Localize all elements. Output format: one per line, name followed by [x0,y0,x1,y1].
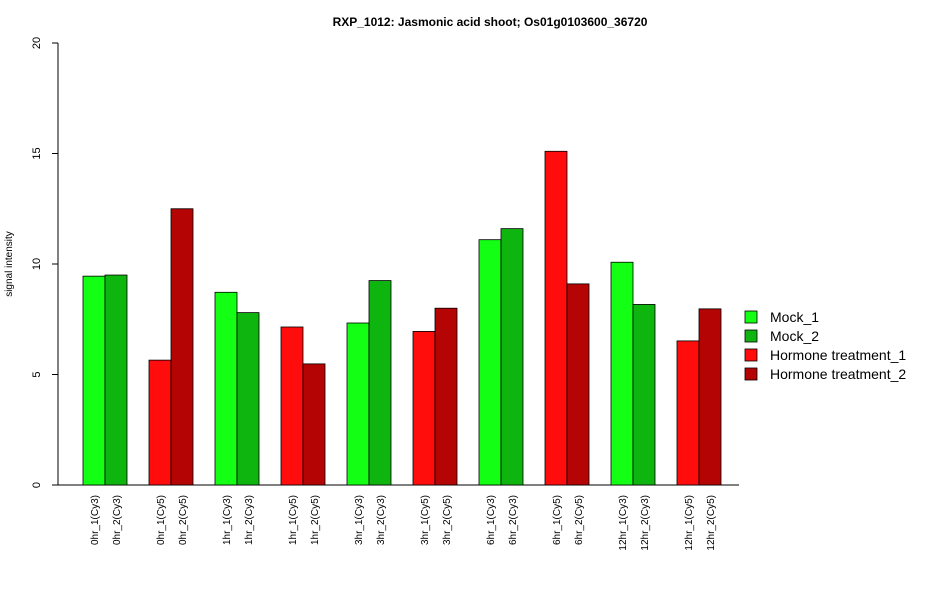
legend: Mock_1 Mock_2 Hormone treatment_1 Hormone t… [744,309,906,382]
bar [104,274,128,486]
bar [148,359,172,486]
bar [566,283,590,486]
x-axis-tick-labels: 0hr_1(Cy3) 0hr_2(Cy3) 0hr_1(Cy5) 0hr_2(Cy5)… [90,495,717,551]
legend-label: Mock_1 [770,309,819,325]
x-tick-label: 1hr_1(Cy3) [222,495,233,545]
y-tick-label: 0 [31,482,43,488]
y-axis-label: signal intensity [4,231,15,297]
bar [434,307,458,486]
bar [170,208,194,486]
legend-swatch [744,329,758,343]
x-tick-label: 3hr_1(Cy5) [420,495,431,545]
legend-label: Hormone treatment_1 [770,347,906,363]
bar [346,322,370,486]
x-tick-label: 0hr_1(Cy5) [156,495,167,545]
x-tick-label: 1hr_1(Cy5) [288,495,299,545]
y-tick-label: 15 [31,147,43,159]
chart-title: RXP_1012: Jasmonic acid shoot; Os01g0103… [333,15,648,29]
x-tick-label: 12hr_1(Cy5) [684,495,695,551]
bar [236,312,260,486]
legend-label: Mock_2 [770,328,819,344]
bar [478,239,502,486]
x-tick-label: 12hr_2(Cy3) [640,495,651,551]
legend-label: Hormone treatment_2 [770,366,906,382]
x-tick-label: 0hr_2(Cy5) [178,495,189,545]
x-tick-label: 0hr_1(Cy3) [90,495,101,545]
y-tick-label: 20 [31,37,43,49]
x-tick-label: 6hr_1(Cy3) [486,495,497,545]
bar [412,331,436,486]
bar [280,326,304,486]
x-tick-label: 6hr_1(Cy5) [552,495,563,545]
legend-swatch [744,310,758,324]
x-tick-label: 6hr_2(Cy3) [508,495,519,545]
x-tick-label: 12hr_2(Cy5) [706,495,717,551]
y-tick-label: 5 [31,371,43,377]
legend-swatch [744,367,758,381]
bar [368,280,392,486]
bar [632,304,656,486]
bar [610,261,634,486]
y-tick-label: 10 [31,258,43,270]
bar [500,228,524,486]
bar [676,340,700,486]
x-tick-label: 1hr_2(Cy3) [244,495,255,545]
x-tick-label: 3hr_2(Cy3) [376,495,387,545]
legend-swatch [744,348,758,362]
x-tick-label: 0hr_2(Cy3) [112,495,123,545]
x-tick-label: 6hr_2(Cy5) [574,495,585,545]
bar [698,308,722,486]
x-tick-label: 3hr_2(Cy5) [442,495,453,545]
x-tick-label: 3hr_1(Cy3) [354,495,365,545]
bar [302,363,326,486]
bars-group [82,150,722,486]
bar [544,150,568,486]
bar [214,291,238,486]
x-tick-label: 1hr_2(Cy5) [310,495,321,545]
x-tick-label: 12hr_1(Cy3) [618,495,629,551]
bar [82,275,106,486]
